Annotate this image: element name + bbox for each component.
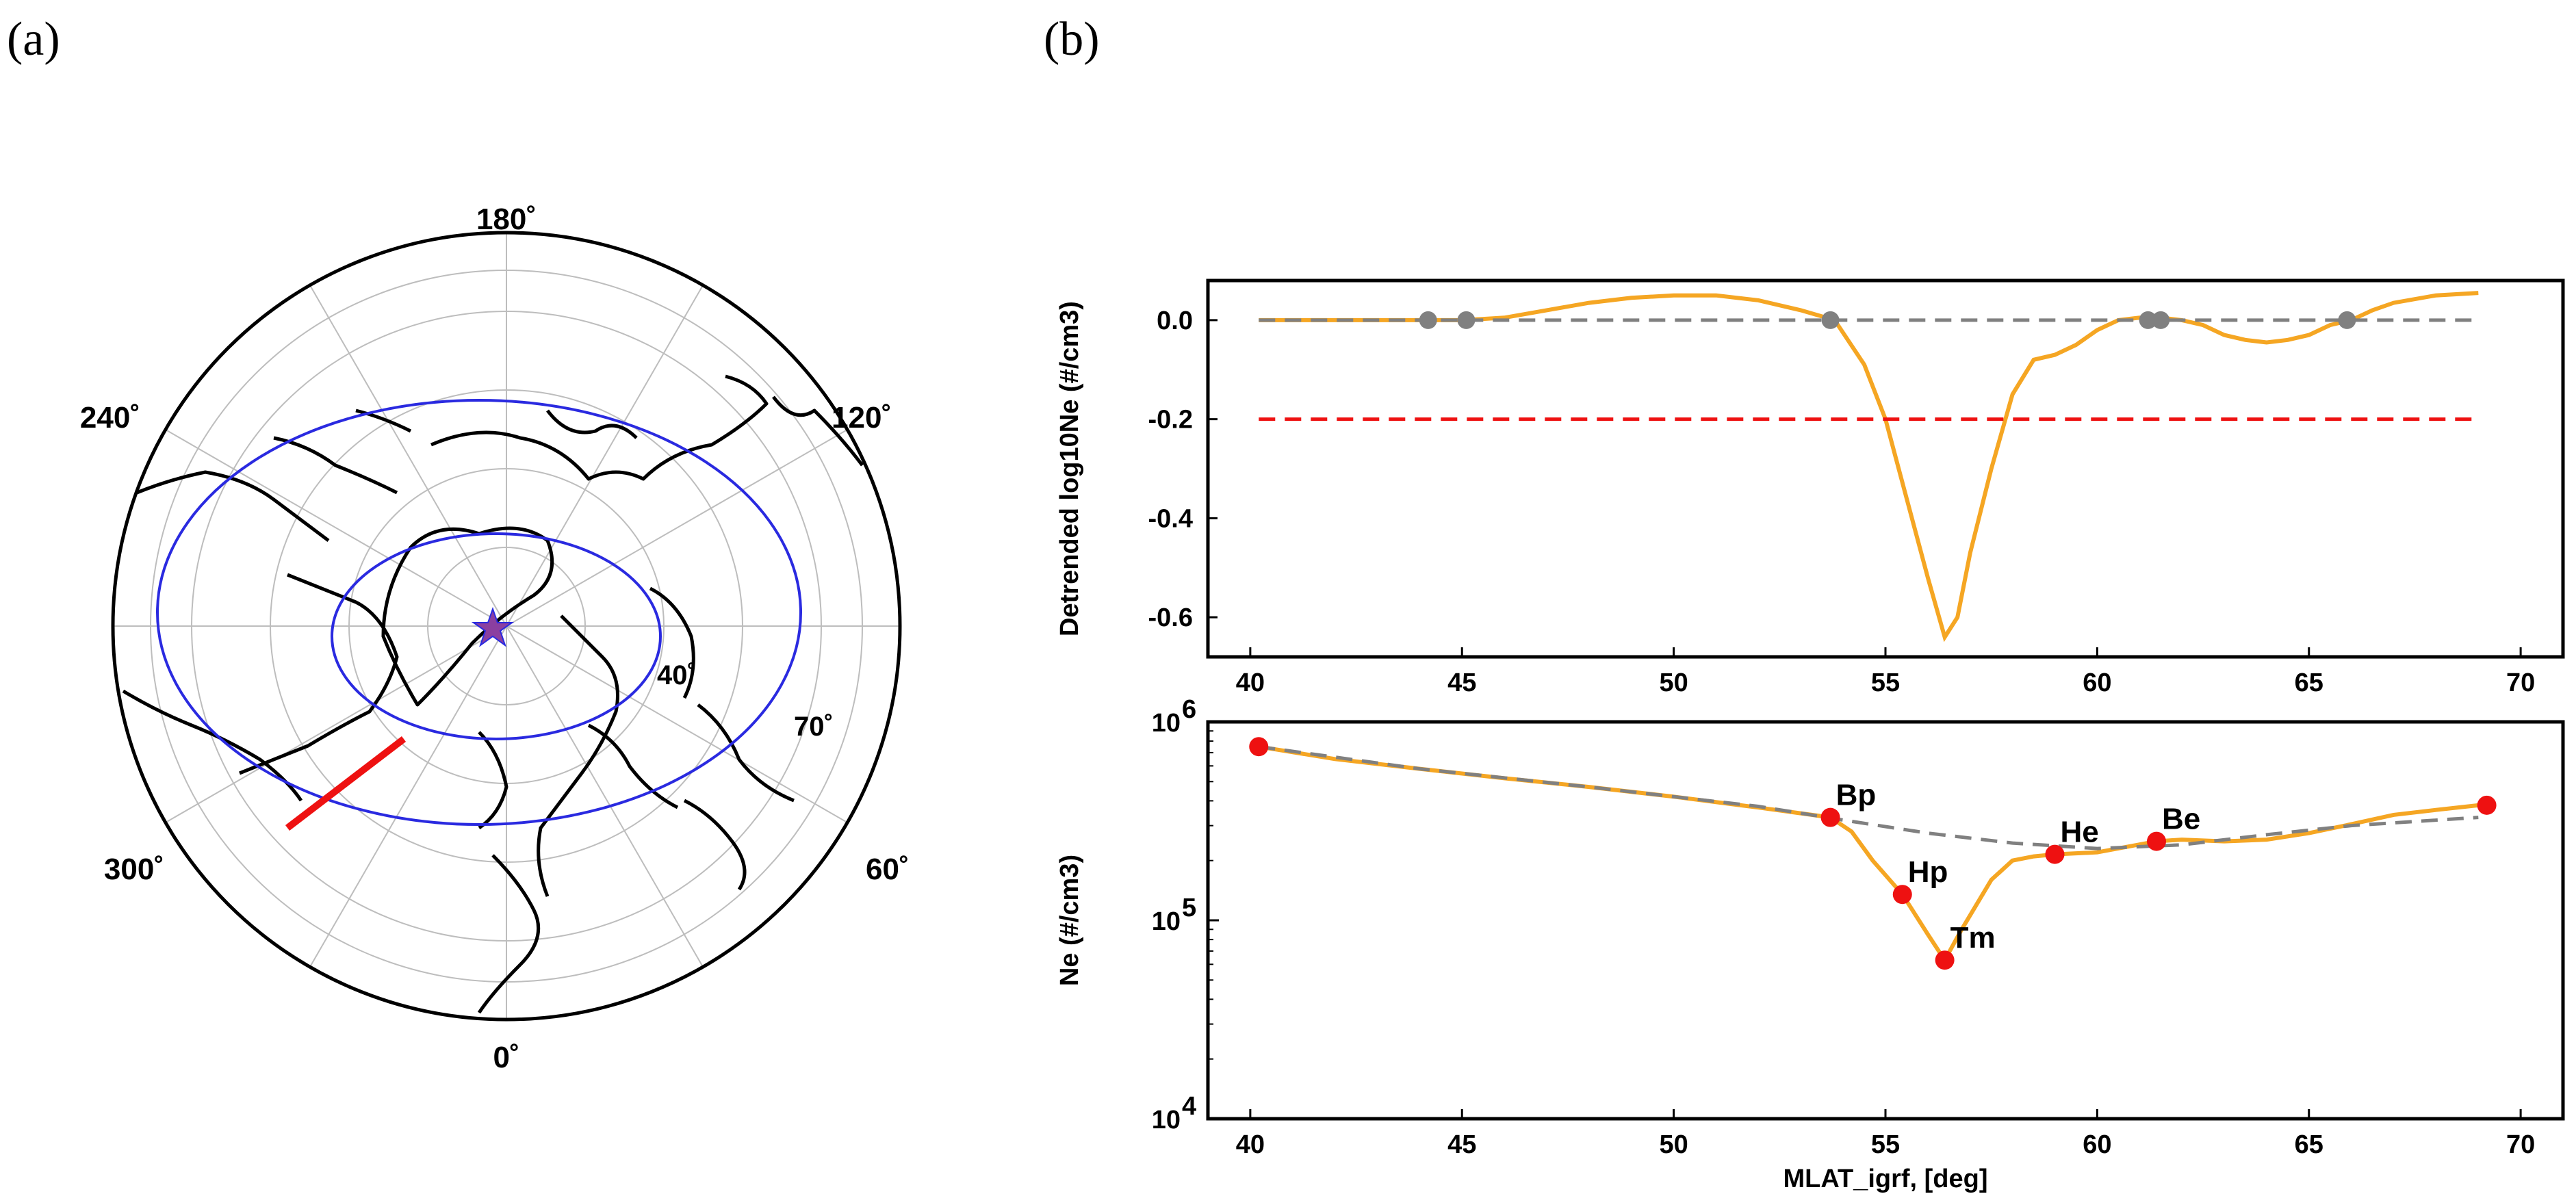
feature-label: Bp bbox=[1836, 779, 1877, 812]
x-tick-label: 70 bbox=[2506, 669, 2535, 697]
y-tick-label: 10 bbox=[1152, 1106, 1181, 1134]
x-tick-label: 40 bbox=[1236, 669, 1265, 697]
x-tick-label: 60 bbox=[2083, 1130, 2111, 1159]
lon-label-120: 120˚ bbox=[832, 401, 892, 434]
zero-crossing-marker bbox=[2152, 311, 2170, 329]
x-tick-label: 60 bbox=[2083, 669, 2111, 697]
y-tick-label: 0.0 bbox=[1157, 307, 1193, 335]
x-tick-label: 50 bbox=[1659, 1130, 1688, 1159]
y-tick-exponent: 6 bbox=[1182, 695, 1196, 724]
feature-point bbox=[2477, 795, 2497, 815]
y-tick-label: 10 bbox=[1152, 709, 1181, 738]
plot-frame bbox=[1206, 278, 2565, 659]
y-tick-label: -0.4 bbox=[1148, 504, 1193, 533]
polar-map: 180˚ 120˚ 60˚ 0˚ 300˚ 240˚ 40˚ 70˚ bbox=[80, 203, 910, 1074]
coastlines bbox=[122, 374, 864, 1014]
feature-point bbox=[1249, 737, 1269, 757]
series-trend bbox=[1258, 744, 2479, 851]
feature-point bbox=[1892, 885, 1912, 905]
lon-label-300: 300˚ bbox=[104, 853, 164, 886]
zero-crossing-marker bbox=[1821, 311, 1840, 329]
outer-blue-circle bbox=[156, 399, 802, 826]
y-axis-label: Ne (#/cm3) bbox=[1055, 855, 1084, 986]
x-tick-label: 45 bbox=[1447, 1130, 1476, 1159]
x-tick-label: 70 bbox=[2506, 1130, 2535, 1159]
y-tick-exponent: 5 bbox=[1182, 894, 1196, 922]
feature-label: Tm bbox=[1950, 921, 1996, 955]
y-axis-label: Detrended log10Ne (#/cm3) bbox=[1055, 301, 1084, 636]
feature-label: Be bbox=[2162, 803, 2200, 836]
zero-crossing-marker bbox=[1457, 311, 1476, 329]
lon-label-0: 0˚ bbox=[493, 1041, 519, 1074]
lon-label-240: 240˚ bbox=[80, 401, 140, 434]
x-tick-label: 65 bbox=[2295, 669, 2323, 697]
y-tick-label: -0.2 bbox=[1148, 406, 1193, 434]
x-tick-label: 55 bbox=[1871, 1130, 1900, 1159]
x-tick-label: 50 bbox=[1659, 669, 1688, 697]
feature-label: He bbox=[2061, 816, 2099, 849]
y-tick-label: 10 bbox=[1152, 907, 1181, 936]
feature-label: Hp bbox=[1908, 855, 1948, 889]
lat-label-70: 70˚ bbox=[794, 712, 834, 742]
satellite-track bbox=[285, 736, 407, 831]
polar-grid bbox=[113, 233, 900, 1020]
detrended-chart: 40 45 50 55 60 65 70 0.0 -0.2 -0.4 -0.6 Detrended l… bbox=[1055, 278, 2565, 697]
zero-crossing-marker bbox=[1419, 311, 1437, 329]
lat-label-40: 40˚ bbox=[657, 660, 697, 690]
polar-boundary bbox=[111, 231, 902, 1022]
y-tick-label: -0.6 bbox=[1148, 604, 1193, 632]
zero-crossing-marker bbox=[2139, 311, 2157, 329]
x-tick-label: 45 bbox=[1447, 669, 1476, 697]
x-axis-label: MLAT_igrf, [deg] bbox=[1783, 1165, 1987, 1193]
x-tick-label: 40 bbox=[1236, 1130, 1265, 1159]
x-tick-label: 55 bbox=[1871, 669, 1900, 697]
feature-point bbox=[2045, 844, 2065, 864]
lon-label-60: 60˚ bbox=[866, 853, 910, 886]
star-icon bbox=[471, 606, 515, 647]
series-detrended bbox=[1259, 291, 2479, 643]
panel-a-label: (a) bbox=[7, 13, 60, 66]
inner-blue-circle bbox=[331, 532, 662, 740]
panel-b-label: (b) bbox=[1044, 13, 1100, 66]
plot-frame bbox=[1206, 720, 2565, 1121]
zero-crossing-marker bbox=[2338, 311, 2356, 329]
feature-point bbox=[1935, 950, 1955, 970]
lon-label-180: 180˚ bbox=[476, 203, 537, 236]
y-tick-exponent: 4 bbox=[1182, 1092, 1196, 1121]
x-tick-label: 65 bbox=[2295, 1130, 2323, 1159]
feature-point bbox=[2147, 831, 2166, 851]
feature-point bbox=[1820, 807, 1840, 827]
